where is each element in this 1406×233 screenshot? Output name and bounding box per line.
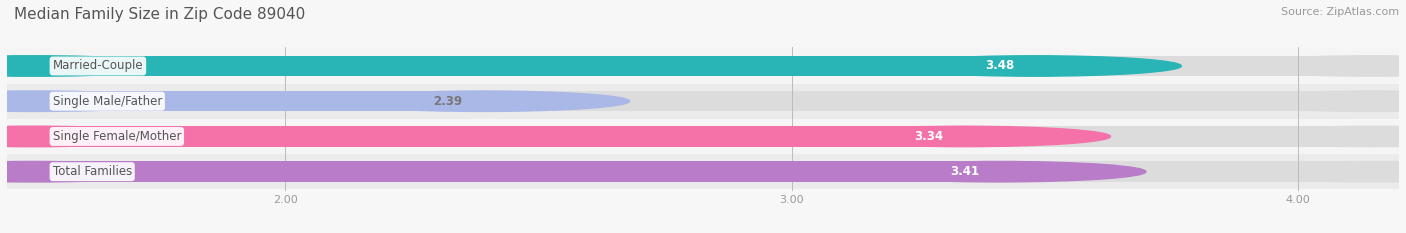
Text: Single Female/Mother: Single Female/Mother <box>52 130 181 143</box>
Circle shape <box>336 91 630 111</box>
Circle shape <box>852 161 1146 182</box>
Bar <box>32 91 1374 111</box>
Text: 3.48: 3.48 <box>986 59 1014 72</box>
Circle shape <box>1227 91 1406 111</box>
Bar <box>32 56 1035 76</box>
Text: 3.41: 3.41 <box>949 165 979 178</box>
Bar <box>32 161 1374 182</box>
Circle shape <box>0 126 179 147</box>
Circle shape <box>0 161 179 182</box>
Circle shape <box>0 56 179 76</box>
Bar <box>7 84 1399 119</box>
Bar <box>32 126 963 147</box>
Text: 2.39: 2.39 <box>433 95 463 108</box>
Circle shape <box>0 161 179 182</box>
Circle shape <box>1227 161 1406 182</box>
Circle shape <box>0 56 179 76</box>
Bar <box>7 48 1399 84</box>
Text: 3.34: 3.34 <box>914 130 943 143</box>
Circle shape <box>1227 126 1406 147</box>
Circle shape <box>817 126 1111 147</box>
Bar <box>7 154 1399 189</box>
Circle shape <box>1227 56 1406 76</box>
Circle shape <box>0 126 179 147</box>
Text: Single Male/Father: Single Male/Father <box>52 95 162 108</box>
Bar <box>32 126 1374 147</box>
Text: Median Family Size in Zip Code 89040: Median Family Size in Zip Code 89040 <box>14 7 305 22</box>
Bar <box>32 56 1374 76</box>
Text: Total Families: Total Families <box>52 165 132 178</box>
Bar <box>7 119 1399 154</box>
Bar <box>32 91 482 111</box>
Circle shape <box>0 91 179 111</box>
Circle shape <box>887 56 1181 76</box>
Text: Married-Couple: Married-Couple <box>52 59 143 72</box>
Circle shape <box>0 91 179 111</box>
Bar <box>32 161 1000 182</box>
Text: Source: ZipAtlas.com: Source: ZipAtlas.com <box>1281 7 1399 17</box>
